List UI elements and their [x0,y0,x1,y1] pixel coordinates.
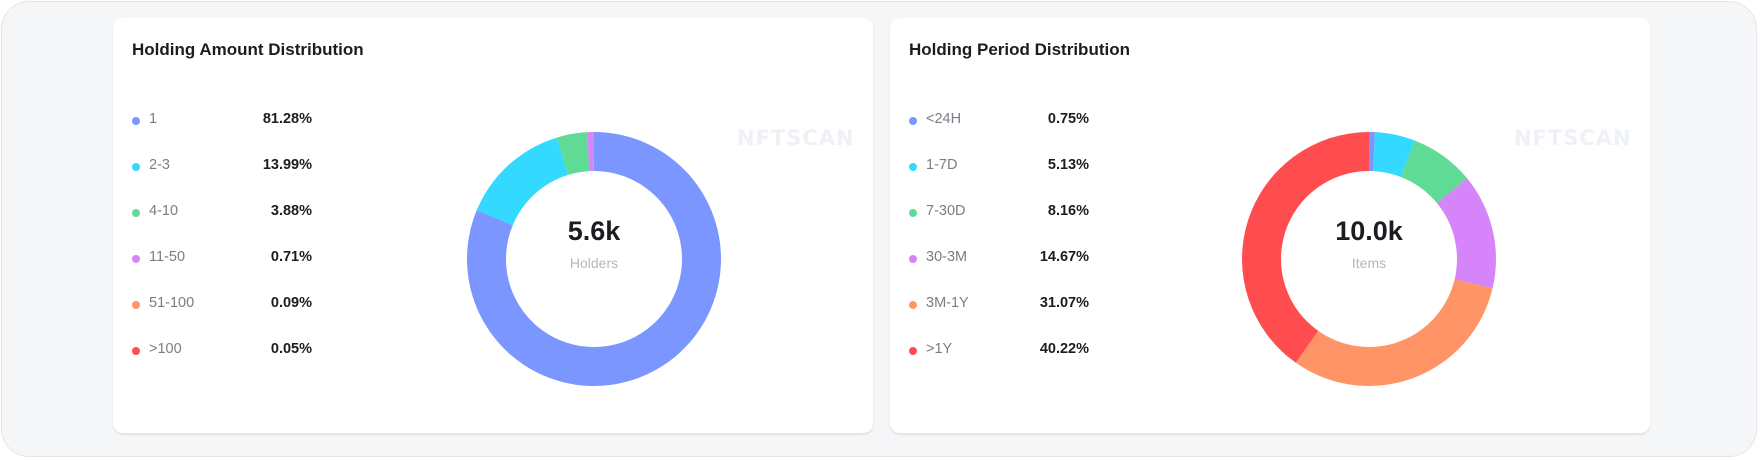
donut-slice-30-3M[interactable] [1436,178,1496,289]
legend-label: >100 [149,341,182,357]
legend-label: 1-7D [926,157,958,173]
legend-item[interactable]: 11-50 0.71% [132,247,312,293]
donut-slice-51-100[interactable] [592,132,594,172]
center-label: Items [1351,255,1387,271]
holding-amount-card: Holding Amount Distribution 1 81.28% 2-3… [113,18,873,433]
legend-item[interactable]: >100 0.05% [132,339,312,385]
legend-item[interactable]: 1-7D 5.13% [909,155,1089,201]
legend-value: 0.71% [270,249,312,265]
donut-slice-11-50[interactable] [587,132,594,172]
nftscan-watermark-logo: NFTSCAN [1514,126,1632,150]
center-value: 5.6k [567,216,621,246]
legend-value: 13.99% [262,157,312,173]
legend-label: >1Y [926,341,953,357]
donut-center: 10.0k Items [1269,216,1469,271]
legend-dot-icon [909,255,917,263]
legend-value: 5.13% [1047,157,1089,173]
donut-slice-4-10[interactable] [556,132,590,175]
legend-item[interactable]: 4-10 3.88% [132,201,312,247]
donut-slice-1-7D[interactable] [1373,132,1415,177]
donut-slice-7-30D[interactable] [1400,140,1468,204]
donut-slice-2-3[interactable] [476,137,569,226]
legend: 1 81.28% 2-3 13.99% 4-10 3.88% 11-50 0.7… [132,109,312,385]
legend-dot-icon [132,209,140,217]
legend-label: 7-30D [926,203,966,219]
legend-label: <24H [926,111,962,127]
center-value: 10.0k [1335,216,1403,246]
legend-item[interactable]: 51-100 0.09% [132,293,312,339]
donut-slice--24H[interactable] [1369,132,1375,172]
legend-value: 0.75% [1047,111,1089,127]
legend-value: 40.22% [1039,341,1089,357]
legend-value: 0.05% [270,341,312,357]
legend-value: 0.09% [270,295,312,311]
legend-label: 4-10 [149,203,179,219]
legend-dot-icon [909,209,917,217]
donut-chart [1242,132,1496,386]
legend-value: 81.28% [262,111,312,127]
legend-label: 2-3 [149,157,170,173]
legend-item[interactable]: 2-3 13.99% [132,155,312,201]
legend-label: 1 [149,111,158,127]
card-title: Holding Amount Distribution [132,40,364,59]
legend-item[interactable]: 30-3M 14.67% [909,247,1089,293]
legend-item[interactable]: 7-30D 8.16% [909,201,1089,247]
legend-value: 14.67% [1039,249,1089,265]
legend-dot-icon [132,347,140,355]
legend-value: 31.07% [1039,295,1089,311]
legend-item[interactable]: <24H 0.75% [909,109,1089,155]
legend-item[interactable]: 3M-1Y 31.07% [909,293,1089,339]
legend-dot-icon [909,347,917,355]
legend-label: 30-3M [926,249,968,265]
legend-label: 3M-1Y [926,295,969,311]
nftscan-watermark-logo: NFTSCAN [737,126,855,150]
legend-value: 3.88% [270,203,312,219]
donut-slice--1Y[interactable] [1242,132,1369,363]
legend-dot-icon [132,255,140,263]
holding-period-card: Holding Period Distribution <24H 0.75% 1… [890,18,1650,433]
donut-slice-1[interactable] [466,132,721,386]
legend-dot-icon [132,117,140,125]
legend-item[interactable]: >1Y 40.22% [909,339,1089,385]
legend-label: 11-50 [149,249,186,265]
legend-dot-icon [909,117,917,125]
legend-dot-icon [132,301,140,309]
legend-dot-icon [909,301,917,309]
legend: <24H 0.75% 1-7D 5.13% 7-30D 8.16% 30-3M … [909,109,1089,385]
legend-dot-icon [909,163,917,171]
donut-slice-3M-1Y[interactable] [1295,279,1493,386]
card-title: Holding Period Distribution [909,40,1130,59]
legend-label: 51-100 [149,295,195,311]
center-label: Holders [569,255,619,271]
legend-value: 8.16% [1047,203,1089,219]
legend-dot-icon [132,163,140,171]
legend-item[interactable]: 1 81.28% [132,109,312,155]
donut-center: 5.6k Holders [494,216,694,271]
donut-chart [466,132,721,386]
